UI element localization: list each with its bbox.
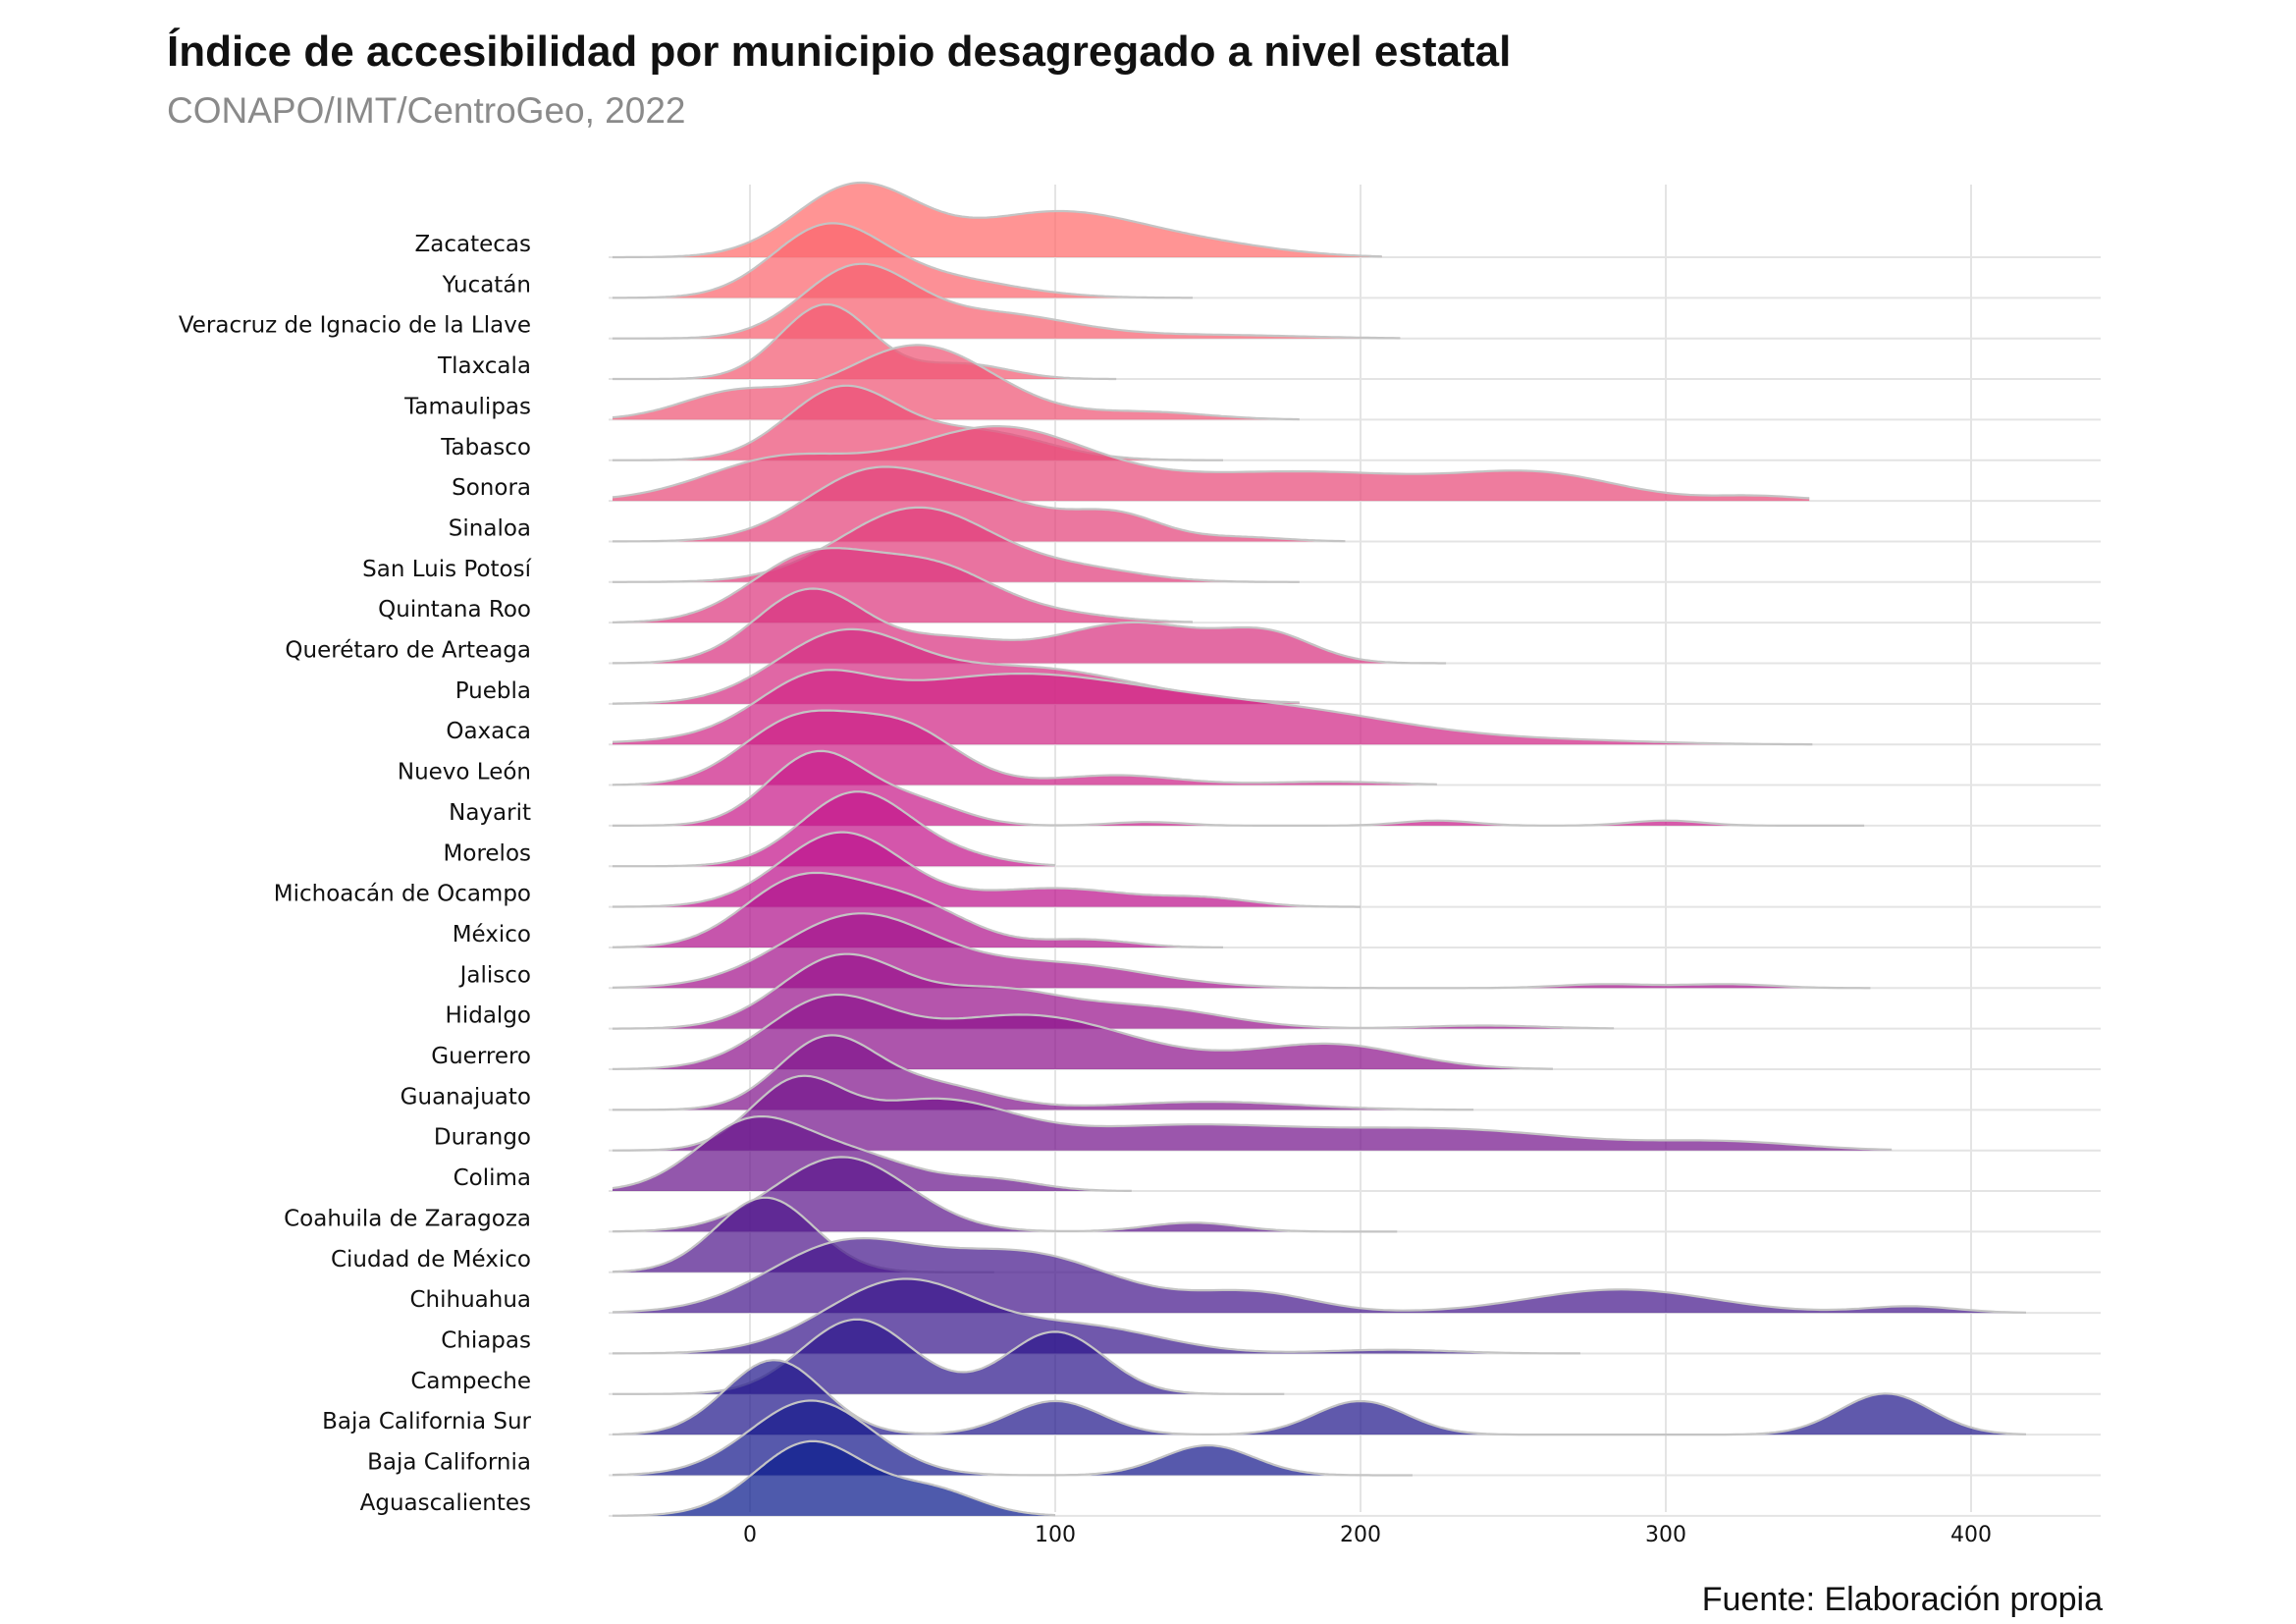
ridge-layer — [612, 181, 2027, 1517]
y-tick-label: Nayarit — [449, 800, 531, 826]
ridge-area — [613, 304, 1117, 380]
ridge-area — [613, 466, 1346, 542]
y-tick-label: Durango — [434, 1125, 531, 1151]
ridge-area — [613, 385, 1223, 460]
ridge-area — [613, 507, 1300, 582]
y-tick-label: Campeche — [410, 1369, 531, 1394]
y-tick-label: Zacatecas — [415, 232, 531, 257]
ridge-outline — [612, 1359, 2027, 1436]
y-tick-label: Ciudad de México — [331, 1247, 531, 1272]
y-tick-label: Chiapas — [441, 1327, 531, 1353]
ridge-outline — [612, 669, 1813, 746]
ridge-outline — [613, 1034, 1474, 1111]
ridge-outline — [613, 262, 1401, 340]
ridge-area — [613, 345, 1300, 420]
ridge-area — [613, 1157, 1398, 1232]
x-tick-label: 400 — [1950, 1523, 1992, 1547]
y-tick-label: Chihuahua — [409, 1287, 531, 1313]
y-tick-label: Baja California Sur — [322, 1409, 531, 1435]
ridge-outline — [612, 344, 1300, 421]
y-tick-label: Guerrero — [431, 1044, 531, 1069]
ridge-area — [613, 750, 1865, 826]
x-tick-label: 300 — [1645, 1523, 1686, 1547]
ridge-outline — [612, 912, 1871, 990]
ridge-outline — [613, 993, 1553, 1070]
y-tick-label: Coahuila de Zaragoza — [284, 1206, 531, 1231]
ridge-outline — [613, 749, 1865, 827]
ridge-area — [613, 791, 1055, 867]
y-tick-label: San Luis Potosí — [362, 557, 531, 582]
ridge-outline — [613, 790, 1056, 868]
ridge-outline — [613, 303, 1117, 381]
y-tick-label: Puebla — [455, 678, 531, 704]
ridge-outline — [612, 1236, 2027, 1314]
y-tick-label: Tlaxcala — [437, 353, 531, 379]
ridge-area — [613, 263, 1401, 339]
ridge-area — [613, 548, 1193, 623]
ridge-outline — [613, 871, 1224, 948]
y-tick-label: Tamaulipas — [403, 394, 531, 419]
ridge-outline — [613, 384, 1223, 461]
chart-title: Índice de accesibilidad por municipio de… — [167, 27, 1512, 76]
chart-subtitle: CONAPO/IMT/CentroGeo, 2022 — [167, 90, 686, 131]
y-tick-label: Michoacán de Ocampo — [274, 882, 531, 907]
y-axis-labels: Zacatecas Yucatán Veracruz de Ignacio de l… — [179, 232, 532, 1516]
ridge-outline — [613, 831, 1361, 908]
x-tick-label: 100 — [1035, 1523, 1076, 1547]
x-axis-labels: 0 100 200 300 400 — [743, 1523, 1992, 1547]
ridge-outline — [612, 425, 1810, 500]
y-tick-label: Sinaloa — [449, 515, 531, 541]
ridge-area — [613, 1075, 1893, 1151]
x-tick-label: 200 — [1340, 1523, 1381, 1547]
ridge-outline — [613, 1074, 1893, 1152]
y-tick-label: México — [453, 922, 531, 947]
ridge-outline — [612, 1399, 1413, 1477]
ridge-outline — [613, 952, 1615, 1030]
y-tick-label: Tabasco — [440, 435, 531, 460]
ridge-outline — [613, 506, 1300, 583]
ridge-outline — [612, 1115, 1132, 1192]
ridge-outline — [612, 709, 1437, 786]
ridge-area — [613, 1440, 1055, 1516]
x-tick-label: 0 — [743, 1523, 757, 1547]
ridge-area — [613, 223, 1193, 298]
y-tick-label: Sonora — [452, 475, 531, 501]
y-tick-label: Jalisco — [458, 962, 531, 988]
ridge-outline — [613, 1439, 1056, 1517]
y-tick-label: Aguascalientes — [360, 1490, 531, 1516]
y-tick-label: Yucatán — [442, 272, 531, 298]
ridge-outline — [613, 1277, 1580, 1355]
ridge-outline — [613, 181, 1382, 259]
ridge-outline — [613, 547, 1194, 623]
y-tick-label: Oaxaca — [446, 719, 531, 744]
y-tick-label: Guanajuato — [400, 1084, 531, 1110]
ridge-area — [613, 1197, 994, 1272]
y-tick-label: Morelos — [444, 840, 531, 866]
y-tick-label: Baja California — [367, 1450, 531, 1476]
y-tick-label: Querétaro de Arteaga — [285, 638, 531, 664]
y-tick-label: Colima — [454, 1165, 531, 1191]
ridge-outline — [613, 222, 1193, 299]
ridge-outline — [613, 587, 1447, 665]
y-tick-label: Quintana Roo — [378, 597, 531, 623]
ridge-outline — [613, 465, 1346, 543]
y-tick-label: Hidalgo — [446, 1003, 531, 1029]
y-tick-label: Nuevo León — [398, 760, 531, 785]
chart-caption: Fuente: Elaboración propia — [1701, 1581, 2103, 1618]
y-tick-label: Veracruz de Ignacio de la Llave — [179, 313, 531, 339]
